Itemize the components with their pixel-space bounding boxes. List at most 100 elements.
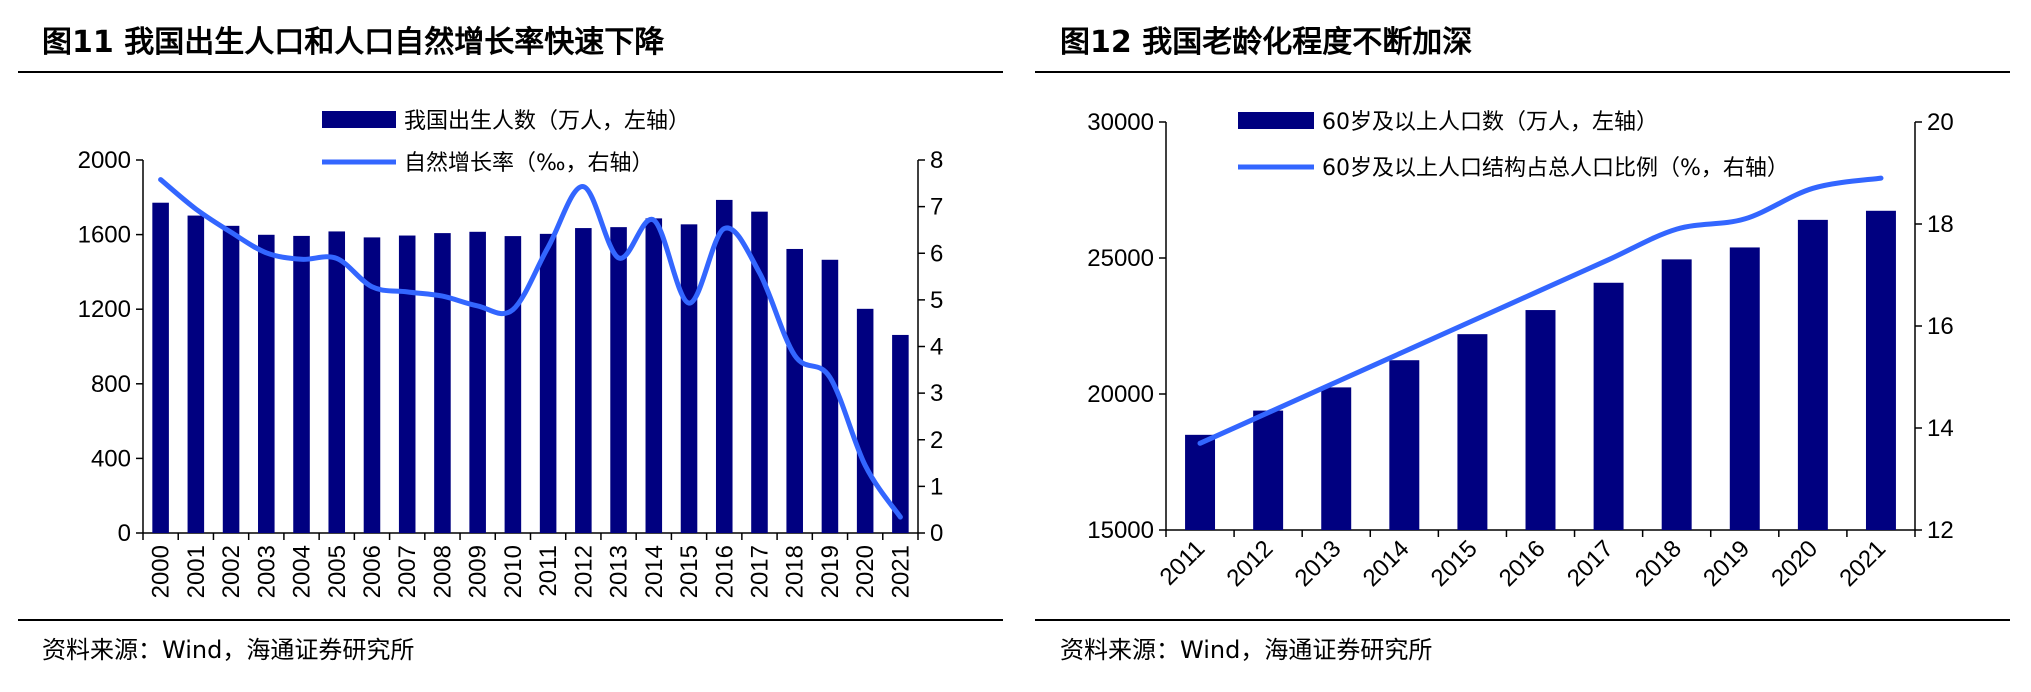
chart2-title: 图12 我国老龄化程度不断加深 xyxy=(1060,25,1472,60)
chart1-x-tick-label: 2013 xyxy=(606,545,633,598)
chart2-bar-2013 xyxy=(1321,387,1352,530)
chart2-right-tick-label: 14 xyxy=(1927,415,1954,442)
chart2-bar-2017 xyxy=(1593,282,1624,530)
chart2-bar-2018 xyxy=(1661,259,1692,530)
chart2-x-tick-label: 2020 xyxy=(1766,535,1823,592)
chart1-x-tick-label: 2017 xyxy=(746,545,773,598)
chart1-bar-2021 xyxy=(892,334,909,533)
chart1-bar-2000 xyxy=(152,202,169,533)
chart1-x-tick-label: 2006 xyxy=(359,545,386,598)
chart1-x-tick-label: 2010 xyxy=(500,545,527,598)
chart1-bar-2016 xyxy=(715,199,733,533)
chart2-right-tick-label: 12 xyxy=(1927,517,1954,544)
chart1-bar-2015 xyxy=(680,224,698,533)
chart2-left-tick-label: 25000 xyxy=(1087,245,1154,272)
chart1-x-tick-label: 2007 xyxy=(394,545,421,598)
chart1-x-tick-label: 2015 xyxy=(676,545,703,598)
chart2-x-tick-label: 2021 xyxy=(1834,535,1891,592)
chart1-title: 图11 我国出生人口和人口自然增长率快速下降 xyxy=(42,25,665,60)
chart1-x-tick-label: 2005 xyxy=(324,545,351,598)
chart1-x-tick-label: 2001 xyxy=(183,545,210,598)
chart2-x-tick-label: 2016 xyxy=(1494,535,1551,592)
chart1-right-tick-label: 0 xyxy=(930,520,943,547)
chart1-x-tick-label: 2019 xyxy=(817,545,844,598)
chart1-right-tick-label: 6 xyxy=(930,240,943,267)
chart2-legend-bar-label: 60岁及以上人口数（万人，左轴） xyxy=(1322,110,1658,135)
chart1-right-tick-label: 5 xyxy=(930,287,943,314)
chart1-x-tick-label: 2012 xyxy=(570,545,597,598)
chart1-bar-2019 xyxy=(821,259,839,533)
chart1-left-tick-label: 0 xyxy=(118,520,131,547)
chart1-x-tick-label: 2000 xyxy=(148,545,175,598)
chart1-x-tick-label: 2020 xyxy=(852,545,879,598)
chart2-x-tick-label: 2018 xyxy=(1630,535,1687,592)
chart1-right-tick-label: 8 xyxy=(930,147,943,174)
chart1-bar-2014 xyxy=(645,218,663,533)
chart1-bar-2003 xyxy=(258,234,275,533)
chart1-x-tick-label: 2011 xyxy=(535,545,562,597)
chart1-x-tick-label: 2018 xyxy=(782,545,809,598)
chart1-right-tick-label: 1 xyxy=(930,473,943,500)
chart1-right-tick-label: 3 xyxy=(930,380,943,407)
chart2-source: 资料来源：Wind，海通证券研究所 xyxy=(1060,636,1432,664)
chart2-bar-2015 xyxy=(1457,334,1488,530)
chart1-left-tick-label: 1600 xyxy=(78,222,131,249)
chart1-left-tick-label: 800 xyxy=(91,371,131,398)
chart2-bar-2021 xyxy=(1865,210,1896,530)
chart2-bar-2016 xyxy=(1525,310,1556,530)
chart1-bar-2009 xyxy=(469,231,486,534)
chart1-bar-2008 xyxy=(434,233,451,533)
chart1-source: 资料来源：Wind，海通证券研究所 xyxy=(42,636,414,664)
chart2-x-tick-label: 2012 xyxy=(1222,535,1279,592)
chart1-right-tick-label: 4 xyxy=(930,334,943,361)
chart2-bar-2020 xyxy=(1797,219,1828,530)
chart1-x-tick-label: 2021 xyxy=(887,545,914,598)
chart1-legend-bar-swatch xyxy=(322,111,396,128)
chart2-left-tick-label: 15000 xyxy=(1087,517,1154,544)
chart1-left-tick-label: 1200 xyxy=(78,296,131,323)
chart1-left-tick-label: 2000 xyxy=(78,147,131,174)
chart1-line-series xyxy=(158,177,903,520)
chart2-bar-2011 xyxy=(1185,434,1216,530)
chart2-x-tick-label: 2015 xyxy=(1426,535,1483,592)
chart2-x-tick-label: 2014 xyxy=(1358,535,1415,592)
chart2-x-tick-label: 2017 xyxy=(1562,535,1619,592)
chart1-bar-2004 xyxy=(293,235,310,533)
chart1-left-tick-label: 400 xyxy=(91,445,131,472)
chart1-x-tick-label: 2014 xyxy=(641,545,668,598)
chart1-legend-bar-label: 我国出生人数（万人，左轴） xyxy=(404,109,690,134)
chart2-x-tick-label: 2019 xyxy=(1698,535,1755,592)
chart2-bar-2012 xyxy=(1253,410,1284,530)
chart1-legend-line-label: 自然增长率（‰，右轴） xyxy=(404,151,654,176)
chart1-x-tick-label: 2008 xyxy=(429,545,456,598)
chart2-right-tick-label: 20 xyxy=(1927,109,1954,136)
chart1-x-tick-label: 2004 xyxy=(289,545,316,598)
chart1-right-tick-label: 2 xyxy=(930,427,943,454)
chart1-bar-2018 xyxy=(786,248,803,533)
chart1-plot: 0 400 800 1200 1600 2000 0 1 2 3 4 5 6 7 8 2000 2001 2002… xyxy=(78,109,944,598)
chart2-left-tick-label: 20000 xyxy=(1087,381,1154,408)
chart1-bar-2007 xyxy=(398,235,416,533)
chart2-right-tick-label: 18 xyxy=(1927,211,1954,238)
chart1-bar-2013 xyxy=(610,227,627,533)
chart1-x-tick-label: 2009 xyxy=(465,545,492,598)
chart1-bar-2011 xyxy=(539,233,557,533)
chart1-bar-2012 xyxy=(575,228,592,533)
chart1-bar-2017 xyxy=(751,211,768,533)
chart2-right-tick-label: 16 xyxy=(1927,313,1954,340)
chart1-bar-2002 xyxy=(222,225,240,533)
chart2-bar-2014 xyxy=(1389,360,1420,530)
chart1-x-tick-label: 2003 xyxy=(253,545,280,598)
chart1-x-tick-label: 2016 xyxy=(711,545,738,598)
chart2-bar-2019 xyxy=(1729,247,1760,530)
chart1-bar-2020 xyxy=(856,308,874,533)
chart2-legend-bar-swatch xyxy=(1238,112,1314,129)
chart1-bar-2006 xyxy=(363,237,381,533)
chart1-bar-2010 xyxy=(504,236,522,534)
chart2-x-tick-label: 2013 xyxy=(1290,535,1347,592)
chart2-x-tick-label: 2011 xyxy=(1155,535,1211,591)
chart1-bar-2005 xyxy=(328,231,346,533)
chart1-bar-2001 xyxy=(187,215,205,533)
